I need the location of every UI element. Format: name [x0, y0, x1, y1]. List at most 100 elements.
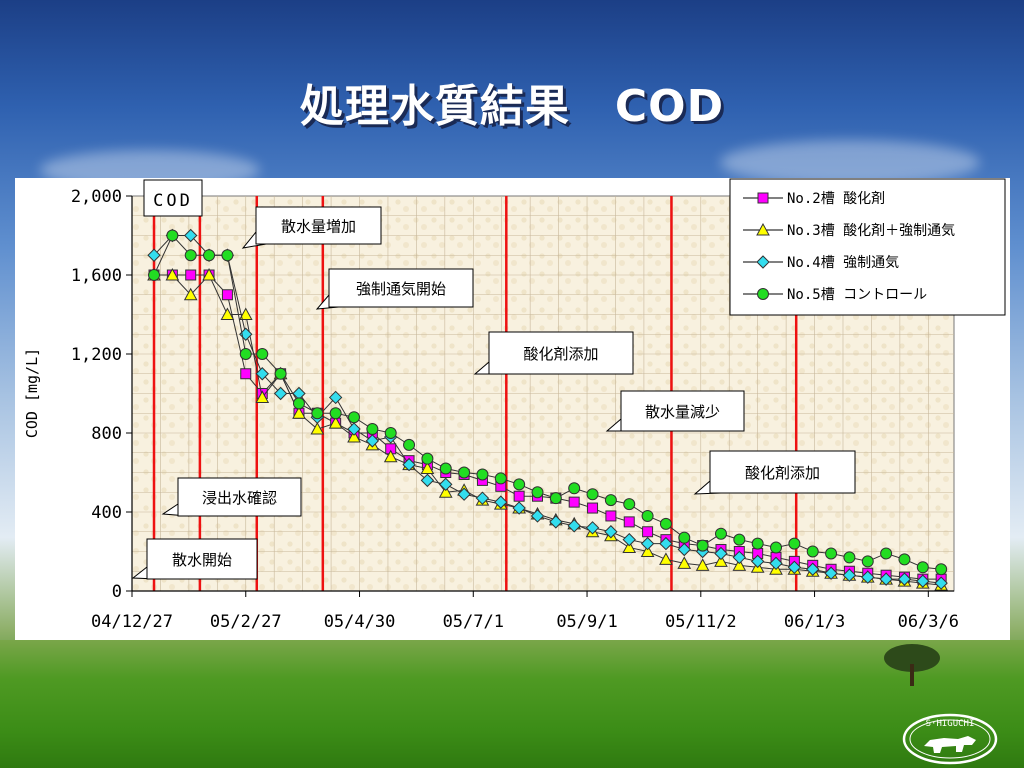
callout-box: [620, 390, 745, 432]
data-point-diamond: [861, 570, 875, 584]
data-point-triangle: [255, 390, 270, 403]
data-point-diamond: [732, 550, 747, 565]
data-point-square: [221, 289, 233, 301]
data-point-square: [757, 192, 769, 204]
data-point-square: [587, 502, 599, 514]
y-tick-label: 1,200: [71, 345, 122, 365]
callout-box: [709, 450, 856, 494]
y-axis-title: COD [mg/L]: [23, 348, 41, 438]
data-point-triangle: [640, 544, 655, 557]
data-point-triangle: [438, 485, 453, 498]
data-point-diamond: [934, 576, 948, 590]
event-callout: 酸化剤添加: [693, 450, 856, 495]
data-point-diamond: [769, 556, 783, 571]
cod-chart: 0 400 800 1,200 1,600 2,000 04/12/27 05/2/27 05/…: [23, 178, 1006, 632]
data-point-triangle: [347, 429, 361, 443]
data-point-circle: [880, 547, 893, 560]
data-point-diamond: [622, 532, 636, 547]
x-tick-label: 05/4/30: [324, 612, 396, 632]
y-tick-label: 800: [91, 424, 122, 444]
x-tick-label: 05/11/2: [665, 612, 737, 632]
data-point-diamond: [756, 255, 770, 269]
data-point-triangle: [659, 552, 673, 565]
data-point-diamond: [273, 386, 288, 401]
data-point-circle: [203, 249, 216, 262]
data-point-triangle: [310, 422, 325, 435]
event-callout: 酸化剤添加: [473, 331, 634, 375]
data-point-diamond: [659, 536, 673, 551]
data-point-circle: [757, 288, 769, 300]
x-tick-label: 06/3/6: [898, 612, 959, 632]
data-point-circle: [549, 492, 562, 505]
callout-box: [328, 268, 474, 308]
data-point-circle: [861, 555, 874, 568]
data-point-circle: [788, 537, 801, 550]
data-point-diamond: [640, 536, 655, 551]
x-tick-label: 06/1/3: [784, 612, 845, 632]
data-point-diamond: [897, 572, 912, 586]
data-point-diamond: [457, 487, 471, 501]
callout-box: [177, 477, 302, 517]
data-point-triangle: [292, 406, 306, 419]
data-point-triangle: [383, 449, 398, 463]
event-callout: 散水量減少: [605, 390, 745, 432]
series-circle: [148, 229, 948, 576]
y-tick-label: 2,000: [71, 187, 122, 207]
legend-item: No.2槽 酸化剤: [743, 191, 885, 207]
data-point-diamond: [585, 521, 600, 535]
data-point-circle: [348, 411, 361, 424]
legend-item: No.3槽 酸化剤＋強制通気: [743, 222, 955, 239]
data-point-circle: [935, 563, 948, 576]
legend-label: No.2槽 酸化剤: [787, 191, 885, 207]
data-point-circle: [221, 249, 234, 262]
data-point-circle: [329, 407, 342, 420]
lone-tree-icon: [884, 644, 940, 686]
data-point-diamond: [916, 574, 930, 588]
data-point-square: [623, 516, 635, 528]
data-point-triangle: [714, 554, 728, 567]
data-point-circle: [751, 537, 764, 550]
legend-label: No.3槽 酸化剤＋強制通気: [787, 223, 955, 239]
legend-box: [729, 178, 1006, 316]
x-tick-label: 04/12/27: [91, 612, 173, 632]
x-tick-label: 05/7/1: [443, 612, 504, 632]
data-point-circle: [403, 438, 416, 451]
callout-label: 浸出水確認: [202, 489, 277, 507]
chart-panel: 0 400 800 1,200 1,600 2,000 04/12/27 05/2/27 05/…: [15, 178, 1010, 640]
data-point-triangle: [756, 222, 770, 236]
data-point-triangle: [220, 307, 235, 320]
callout-box: [488, 331, 634, 375]
data-point-circle: [384, 427, 397, 439]
data-point-diamond: [824, 566, 838, 580]
legend-label: No.4槽 強制通気: [787, 255, 899, 271]
data-point-diamond: [714, 546, 728, 561]
data-point-triangle: [238, 307, 253, 320]
data-point-triangle: [202, 267, 216, 281]
data-point-circle: [274, 367, 287, 380]
y-tick-label: 1,600: [71, 266, 122, 286]
event-callout: 浸出水確認: [161, 477, 302, 517]
data-point-diamond: [475, 491, 490, 505]
data-point-triangle: [732, 558, 747, 571]
callout-label: 散水量減少: [645, 403, 720, 421]
data-point-triangle: [677, 556, 692, 569]
event-callout: 散水開始: [131, 538, 258, 580]
data-point-square: [513, 490, 525, 502]
data-point-circle: [184, 249, 197, 262]
data-point-diamond: [512, 501, 526, 515]
callout-label: 酸化剤添加: [745, 464, 820, 482]
data-point-circle: [458, 466, 471, 479]
data-point-triangle: [328, 416, 343, 429]
data-point-circle: [311, 407, 324, 420]
data-point-diamond: [147, 248, 161, 262]
data-point-triangle: [695, 558, 710, 571]
data-point-diamond: [677, 542, 691, 557]
data-point-circle: [623, 498, 636, 511]
data-point-diamond: [184, 228, 198, 243]
data-point-circle: [239, 348, 252, 360]
data-point-circle: [898, 553, 911, 566]
higuchi-bull-logo: S·HIGUCHI: [902, 713, 998, 765]
data-point-circle: [916, 561, 929, 574]
data-point-circle: [439, 462, 452, 475]
data-point-diamond: [750, 554, 765, 569]
